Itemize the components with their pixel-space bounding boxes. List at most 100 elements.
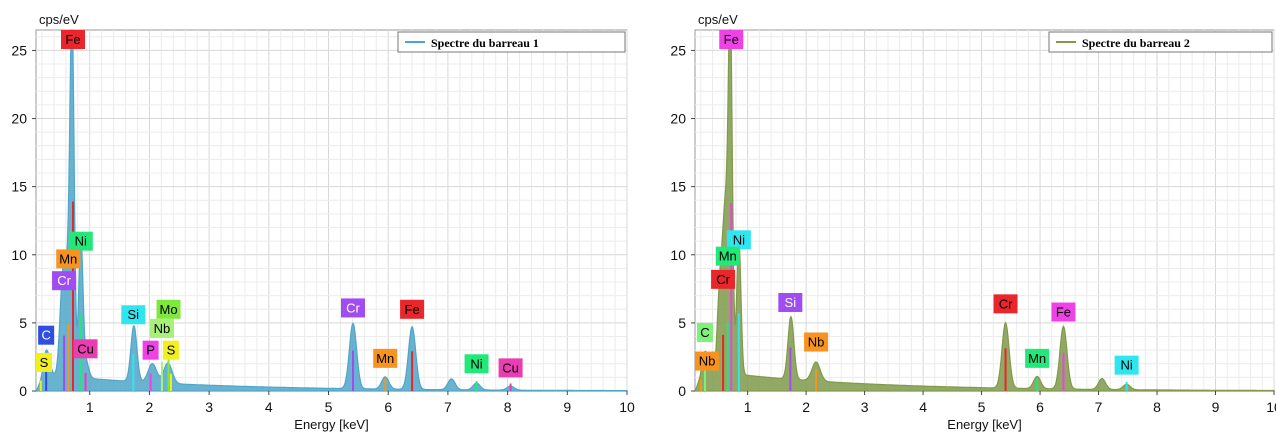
peak-label: Fe (1051, 302, 1076, 322)
peak-label-bg (726, 230, 751, 250)
peak-label: P (142, 340, 159, 360)
x-tick-label: 10 (1266, 399, 1276, 415)
peak-label: Mn (56, 249, 81, 269)
peak-label-bg (695, 351, 719, 371)
peak-label: Cu (498, 358, 523, 378)
peak-label-bg (162, 340, 179, 360)
peak-label-bg (73, 339, 98, 359)
peak-label-text: Mn (59, 251, 77, 266)
peak-label: Si (121, 305, 146, 325)
peak-label-text: Si (128, 307, 140, 322)
y-tick-label: 15 (670, 179, 686, 195)
x-tick-label: 7 (1095, 399, 1103, 415)
x-tick-label: 10 (619, 399, 635, 415)
x-tick-label: 5 (325, 399, 333, 415)
peak-label: Nb (695, 351, 719, 371)
peak-label: Nb (149, 318, 174, 338)
peak-label-bg (498, 358, 523, 378)
x-tick-label: 8 (1153, 399, 1161, 415)
x-axis-label: Energy [keV] (947, 417, 1021, 432)
spectrum-chart-2-svg: 1 2 3 4 5 6 7 8 9 10 0 5 10 15 20 25 cps/eV Energy [keV] S… (670, 12, 1276, 432)
peak-label-bg (804, 332, 829, 352)
y-tick-label: 5 (19, 315, 27, 331)
x-tick-label: 9 (1212, 399, 1220, 415)
peak-label-bg (52, 271, 77, 291)
peak-label: Fe (400, 299, 425, 319)
axes: 1 2 3 4 5 6 7 8 9 10 0 5 10 15 20 25 (11, 42, 635, 415)
peak-label-text: Fe (65, 32, 80, 47)
x-tick-label: 2 (146, 399, 154, 415)
peak-label: Mn (373, 348, 398, 368)
peak-label: Ni (726, 230, 751, 250)
peak-label-text: Fe (1056, 305, 1071, 320)
peak-label: Mn (715, 246, 740, 266)
spectrum-series-1 (35, 29, 628, 392)
peak-label: S (36, 352, 52, 372)
x-tick-label: 1 (744, 399, 752, 415)
grid (695, 30, 1275, 391)
y-tick-label: 15 (11, 179, 27, 195)
peak-label-bg (715, 246, 740, 266)
x-tick-label: 3 (205, 399, 213, 415)
x-tick-label: 3 (861, 399, 869, 415)
peak-label-bg (993, 294, 1018, 314)
peak-label: C (38, 325, 55, 345)
peak-label-text: Cr (57, 273, 71, 288)
peak-label-text: Cu (77, 341, 94, 356)
peak-label-bg (68, 231, 93, 251)
peak-label: Cr (993, 294, 1018, 314)
peak-label-text: Mn (719, 249, 737, 264)
peak-label-bg (38, 325, 55, 345)
y-tick-label: 20 (11, 111, 27, 127)
peak-labels: Fe Ni Mn Cr C Nb Si Nb Cr Fe Mn Ni (695, 30, 1139, 375)
peak-label-bg (36, 352, 52, 372)
y-tick-label: 0 (678, 383, 686, 399)
x-tick-label: 6 (384, 399, 392, 415)
peak-label-text: Ni (1120, 358, 1132, 373)
peak-label-text: Mo (159, 302, 177, 317)
x-tick-label: 7 (444, 399, 452, 415)
y-tick-label: 10 (670, 247, 686, 263)
peak-label-text: Cr (716, 272, 730, 287)
peak-label-bg (778, 292, 803, 312)
peak-label-bg (719, 30, 744, 50)
peak-label-bg (61, 30, 86, 49)
peak-label-text: Nb (808, 334, 825, 349)
x-tick-label: 1 (86, 399, 94, 415)
peak-label-text: S (167, 343, 176, 358)
peak-label-text: Cr (999, 296, 1013, 311)
y-tick-label: 20 (670, 111, 686, 127)
peak-label-bg (121, 305, 146, 325)
legend: Spectre du barreau 1 (397, 31, 626, 53)
peak-label-text: Fe (405, 302, 420, 317)
peak-label: Mn (1025, 348, 1050, 368)
axes: 1 2 3 4 5 6 7 8 9 10 0 5 10 15 20 25 (670, 42, 1276, 415)
peak-label-bg (1051, 302, 1076, 322)
peak-label-bg (56, 249, 81, 269)
x-tick-label: 8 (504, 399, 512, 415)
peak-label-bg (711, 269, 736, 289)
peak-label-bg (696, 322, 713, 342)
y-tick-label: 25 (670, 42, 686, 58)
peak-label: Si (778, 292, 803, 312)
peak-label-text: Cr (346, 300, 360, 315)
peak-label-text: C (41, 328, 50, 343)
peak-label-bg (156, 299, 181, 319)
y-tick-label: 10 (11, 247, 27, 263)
peak-label: Cu (73, 339, 98, 359)
peak-label-bg (149, 318, 174, 338)
legend-entry: Spectre du barreau 2 (1082, 36, 1190, 50)
peak-label-bg (1025, 348, 1050, 368)
x-axis-label: Energy [keV] (294, 417, 368, 432)
peak-label: Ni (1114, 355, 1139, 375)
x-tick-label: 4 (265, 399, 273, 415)
peak-label-bg (142, 340, 159, 360)
peak-label-text: Ni (75, 234, 87, 249)
x-tick-label: 9 (563, 399, 571, 415)
peak-label-bg (1114, 355, 1139, 375)
peak-label: Cr (340, 298, 365, 318)
peak-label-text: Mn (1028, 351, 1046, 366)
peak-label: Ni (68, 231, 93, 251)
peak-label: Mo (156, 299, 181, 319)
x-tick-label: 2 (802, 399, 810, 415)
